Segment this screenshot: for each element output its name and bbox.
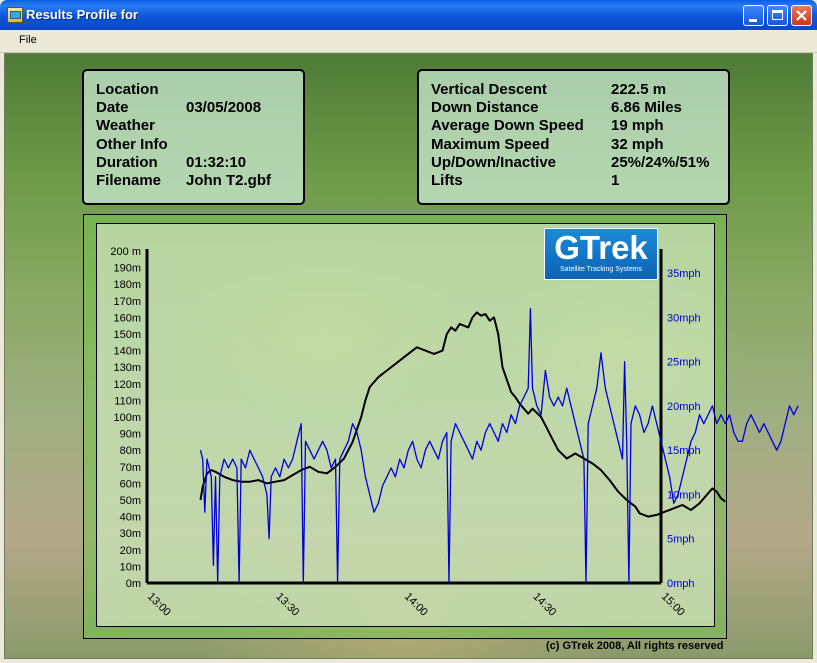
logo-subtitle: Satellite Tracking Systems [559,266,643,273]
altitude-line [199,311,726,518]
y-right-tick-label: 25mph [667,357,701,369]
info-label: Filename [96,172,162,189]
y-left-tick-label: 20m [120,545,141,557]
stat-value: 1 [611,172,620,189]
stat-label: Down Distance [431,99,539,116]
stat-value: 222.5 m [611,81,667,98]
x-tick-label: 13:00 [145,591,173,619]
results-content: Location Date 03/05/2008 Weather Other I… [4,53,813,659]
copyright-text: (c) GTrek 2008, All rights reserved [546,640,724,652]
y-left-tick-label: 0m [126,578,141,590]
close-icon [796,10,807,21]
menu-bar: File [0,30,817,53]
info-label: Weather [96,117,155,134]
stat-label: Average Down Speed [431,117,584,134]
y-left-tick-label: 130m [113,362,141,374]
info-label: Duration [96,154,158,171]
y-right-tick-label: 0mph [667,578,695,590]
y-left-tick-label: 140m [113,346,141,358]
maximize-icon [772,10,783,20]
stat-value: 19 mph [611,117,664,134]
stat-value: 25%/24%/51% [611,154,710,171]
y-left-tick-label: 80m [120,445,141,457]
y-left-tick-label: 150m [113,329,141,341]
x-tick-label: 13:30 [273,591,301,619]
info-label: Location [96,81,159,98]
y-left-tick-label: 60m [120,478,141,490]
y-right-tick-label: 30mph [667,312,701,324]
ride-stats-panel: Vertical Descent 222.5 m Down Distance 6… [417,69,730,205]
chart-panel [83,214,727,639]
stat-label: Vertical Descent [431,81,547,98]
y-left-tick-label: 70m [120,462,141,474]
gtrek-logo: GTrek Satellite Tracking Systems [544,228,658,280]
maximize-button[interactable] [767,5,788,26]
y-left-tick-label: 180m [113,279,141,291]
ride-info-panel: Location Date 03/05/2008 Weather Other I… [82,69,305,205]
speed-line [199,307,799,584]
y-right-tick-label: 20mph [667,401,701,413]
app-icon [7,7,23,23]
menu-file[interactable]: File [19,34,37,46]
y-left-tick-label: 120m [113,379,141,391]
info-value: John T2.gbf [186,172,271,189]
y-left-tick-label: 100m [113,412,141,424]
content-frame [4,53,813,659]
minimize-icon [749,19,757,22]
x-tick-label: 14:00 [402,591,430,619]
info-value: 03/05/2008 [186,99,262,116]
y-left-tick-label: 40m [120,512,141,524]
stat-label: Maximum Speed [431,136,550,153]
y-left-tick-label: 160m [113,312,141,324]
logo-title: GTrek [554,229,648,266]
x-tick-label: 15:00 [659,591,687,619]
y-left-tick-label: 110m [114,395,141,407]
info-label: Other Info [96,136,168,153]
y-left-tick-label: 50m [120,495,141,507]
stat-value: 32 mph [611,136,664,153]
y-right-tick-label: 5mph [667,534,695,546]
minimize-button[interactable] [743,5,764,26]
y-left-tick-label: 90m [120,429,141,441]
y-right-tick-label: 15mph [667,445,701,457]
close-button[interactable] [791,5,812,26]
info-label: Date [96,99,129,116]
y-left-tick-label: 30m [120,528,141,540]
info-value: 01:32:10 [186,154,247,171]
y-right-tick-label: 10mph [667,489,701,501]
altitude-speed-chart: 0m 10m 20m 30m 40m 50m 60m 70m 80m 90m 100m 110m 120… [110,246,799,619]
y-left-tick-label: 190m [113,263,141,275]
x-tick-label: 14:30 [530,591,558,619]
y-right-tick-label: 35mph [667,268,701,280]
stat-label: Up/Down/Inactive [431,154,557,171]
stat-value: 6.86 Miles [611,99,682,116]
chart-area [96,223,715,627]
y-left-tick-label: 170m [113,296,141,308]
y-left-tick-label: 10m [120,561,141,573]
y-left-tick-label: 200 m [110,246,141,258]
window-title: Results Profile for [26,7,138,22]
title-bar[interactable]: Results Profile for [0,0,817,30]
stat-label: Lifts [431,172,463,189]
